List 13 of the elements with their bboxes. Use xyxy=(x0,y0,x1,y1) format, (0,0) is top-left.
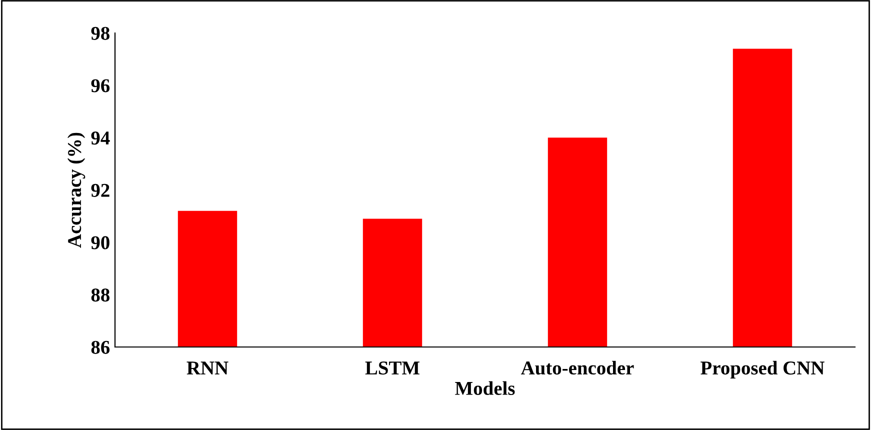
y-tick-label: 96 xyxy=(91,79,110,92)
y-tick-label: 94 xyxy=(91,132,110,145)
y-tick-label: 86 xyxy=(91,340,110,354)
x-tick-label: RNN xyxy=(186,362,228,374)
y-tick-label: 98 xyxy=(91,26,110,40)
y-tick-label: 88 xyxy=(91,288,110,302)
x-axis-title: Models xyxy=(455,381,515,395)
y-tick-label: 90 xyxy=(91,236,110,250)
x-tick-label: LSTM xyxy=(365,362,420,375)
y-axis-title: Accuracy (%) xyxy=(67,132,86,248)
y-tick-label: 92 xyxy=(91,184,110,197)
x-tick-label: Auto-encoder xyxy=(520,360,634,375)
x-tick-label: Proposed CNN xyxy=(700,360,824,379)
